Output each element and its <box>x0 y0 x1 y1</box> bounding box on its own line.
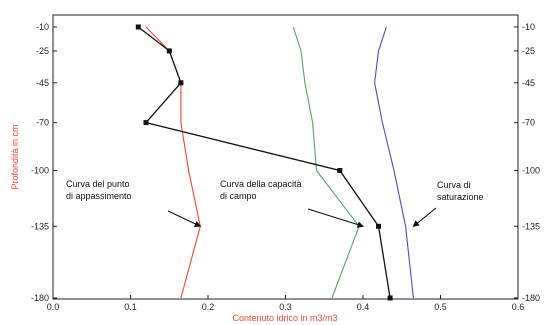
annotation-label: Curva del punto di appassimento <box>66 179 132 201</box>
y-tick-label-right: -135 <box>522 221 540 231</box>
annotation-layer: Curva del punto di appassimento Curva dell… <box>66 179 484 228</box>
series-line-2 <box>292 26 360 299</box>
y-axis-label: Profondità in cm <box>10 124 20 189</box>
y-tick-label-left: -10 <box>36 22 49 32</box>
x-tick-label: 0.6 <box>512 302 525 312</box>
series-point <box>166 48 172 54</box>
annotation-arrow <box>412 207 437 227</box>
series-point <box>337 168 343 173</box>
y-tick-label-right: -10 <box>522 22 535 32</box>
annotation-label: Curva della capacità di campo <box>220 179 302 201</box>
series-line-1 <box>145 26 201 299</box>
series-point <box>387 295 393 301</box>
y-tick-label-right: -180 <box>522 293 540 303</box>
x-tick-label: 0.1 <box>124 302 137 312</box>
y-tick-label-left: -45 <box>36 78 49 88</box>
x-tick-label: 0.3 <box>279 302 292 312</box>
series-point <box>178 80 184 86</box>
y-tick-label-right: -45 <box>522 78 535 88</box>
x-axis-label: Contenuto idrico in m3/m3 <box>232 313 337 323</box>
annotation-arrow <box>307 208 365 228</box>
y-tick-label-right: -100 <box>522 165 540 175</box>
series-layer <box>135 24 414 301</box>
series-line-4 <box>137 26 391 299</box>
x-tick-label: 0.4 <box>357 302 370 312</box>
y-axis-ticks: -10 -10 -25 -25 -45 -45 -70 -70 -100 -100 -135 -135… <box>31 22 540 303</box>
series-point <box>376 223 381 229</box>
y-tick-label-left: -180 <box>31 293 49 303</box>
y-tick-label-left: -135 <box>31 221 49 231</box>
series-line-3 <box>374 26 414 299</box>
series-point <box>135 24 141 30</box>
y-tick-label-left: -25 <box>36 46 49 56</box>
annotation-label: Curva di saturazione <box>437 180 484 202</box>
x-tick-label: 0.0 <box>47 302 60 312</box>
x-axis-ticks: 0.0 0.1 0.2 0.3 0.4 0.5 0.6 <box>47 295 525 312</box>
y-tick-label-left: -100 <box>31 165 49 175</box>
y-tick-label-right: -70 <box>522 118 535 128</box>
y-tick-label-right: -25 <box>522 46 535 56</box>
series-point <box>143 120 149 126</box>
y-tick-label-left: -70 <box>36 118 49 128</box>
annotation-arrow <box>167 210 202 227</box>
x-tick-label: 0.2 <box>202 302 215 312</box>
x-tick-label: 0.5 <box>434 302 447 312</box>
